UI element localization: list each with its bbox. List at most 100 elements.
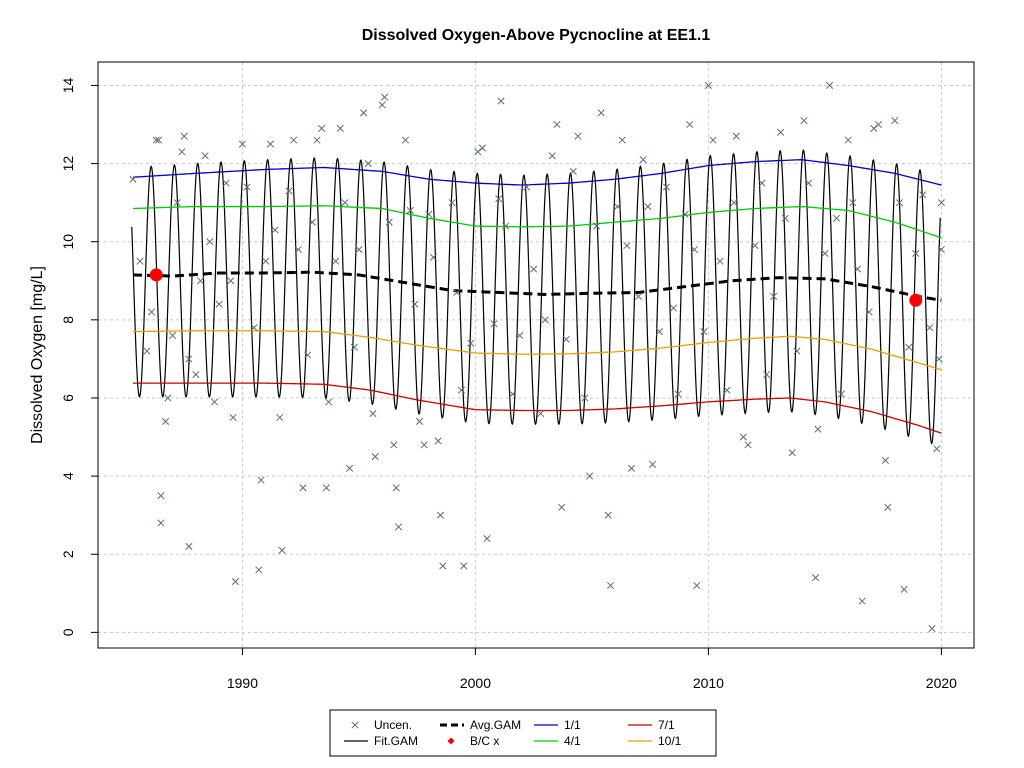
- observation-point: [905, 343, 913, 351]
- observation-point: [681, 210, 689, 218]
- observation-point: [586, 472, 594, 480]
- observation-point: [537, 410, 545, 418]
- observation-point: [238, 140, 247, 148]
- observation-point: [278, 546, 286, 554]
- y-tick-label: 4: [60, 472, 76, 480]
- observation-point: [196, 277, 205, 285]
- observation-point: [136, 257, 144, 265]
- observation-point: [222, 179, 230, 187]
- axes: 1990 2000 2010 2020 0 2 4 6 8 10 12 14: [60, 77, 957, 691]
- observation-point: [613, 202, 622, 211]
- observation-point: [439, 562, 447, 570]
- observation-point: [350, 343, 358, 351]
- observation-point: [290, 136, 298, 144]
- observation-point: [276, 413, 284, 422]
- observation-point: [157, 492, 165, 500]
- observation-point: [686, 120, 694, 129]
- y-tick-label: 6: [60, 394, 76, 402]
- seasonal-line-1-1: [132, 159, 942, 186]
- observation-point: [723, 386, 731, 394]
- observation-point: [346, 464, 354, 472]
- x-tick-label: 2000: [460, 675, 491, 691]
- observation-point: [928, 624, 936, 633]
- legend: Uncen. Avg.GAM 1/1 7/1 Fit.GAM B/C x 4/1 10/1: [329, 709, 717, 757]
- observation-point: [541, 316, 549, 324]
- observation-point: [623, 242, 631, 250]
- observation-point: [336, 124, 344, 132]
- observation-point: [849, 199, 857, 207]
- observation-point: [215, 300, 223, 308]
- observation-point: [655, 328, 664, 336]
- observation-point: [392, 484, 400, 492]
- observation-point: [434, 437, 442, 445]
- observation-point: [548, 152, 556, 160]
- observation-point: [178, 148, 186, 156]
- observation-point: [243, 183, 251, 191]
- observation-point: [341, 199, 349, 207]
- observation-point: [937, 199, 945, 207]
- observation-point: [618, 136, 626, 144]
- observation-point: [744, 441, 752, 449]
- y-tick-label: 2: [60, 550, 76, 558]
- observation-point: [457, 386, 466, 394]
- legend-label: Fit.GAM: [374, 734, 418, 748]
- observation-point: [581, 394, 589, 402]
- observation-point: [937, 245, 945, 254]
- observation-point: [853, 265, 862, 273]
- observation-point: [192, 370, 200, 379]
- observation-point: [185, 542, 193, 550]
- legend-symbol: [447, 737, 455, 745]
- observation-point: [250, 324, 258, 332]
- legend-label: 1/1: [564, 718, 581, 732]
- observation-point: [558, 503, 566, 511]
- observation-point: [606, 581, 615, 590]
- observation-point: [322, 484, 330, 492]
- observation-point: [674, 390, 682, 398]
- observation-point: [844, 136, 852, 144]
- observation-point: [788, 449, 796, 457]
- observation-point: [378, 101, 386, 109]
- observation-point: [933, 445, 941, 453]
- observation-point: [255, 566, 263, 574]
- y-tick-label: 14: [60, 77, 76, 93]
- grid: [98, 62, 974, 648]
- observation-point: [597, 109, 605, 117]
- observation-point: [294, 245, 302, 254]
- observation-point: [325, 398, 333, 406]
- observation-point: [474, 148, 482, 156]
- observation-point: [704, 81, 712, 89]
- observation-point: [935, 355, 943, 363]
- observation-point: [627, 464, 636, 472]
- observation-point: [669, 304, 678, 312]
- observation-point: [168, 331, 177, 340]
- observation-point: [313, 136, 321, 144]
- y-tick-label: 0: [60, 628, 76, 636]
- observation-point: [509, 390, 517, 398]
- observation-point: [739, 433, 747, 441]
- observation-point: [644, 202, 652, 211]
- observation-point: [758, 179, 766, 187]
- observation-point: [394, 523, 403, 531]
- fit-gam-line: [131, 149, 941, 445]
- observation-point: [805, 179, 813, 187]
- observation-point: [318, 124, 326, 132]
- observation-point: [891, 117, 899, 125]
- observation-point: [793, 347, 801, 355]
- observation-point: [143, 347, 151, 355]
- legend-label: 4/1: [564, 734, 581, 748]
- observation-point: [157, 519, 165, 527]
- observation-point: [460, 562, 468, 570]
- observation-point: [800, 117, 808, 125]
- y-tick-label: 10: [60, 234, 76, 250]
- legend-symbol: [351, 721, 359, 729]
- observation-point: [593, 222, 601, 230]
- observation-point: [895, 199, 904, 207]
- observation-point: [700, 328, 708, 336]
- observation-point: [148, 308, 156, 316]
- observation-point: [858, 597, 866, 605]
- observation-point: [448, 199, 456, 207]
- observation-point: [478, 144, 486, 152]
- observation-point: [516, 331, 524, 340]
- seasonal-lines-layer: [132, 159, 942, 434]
- seasonal-line-7-1: [132, 382, 942, 434]
